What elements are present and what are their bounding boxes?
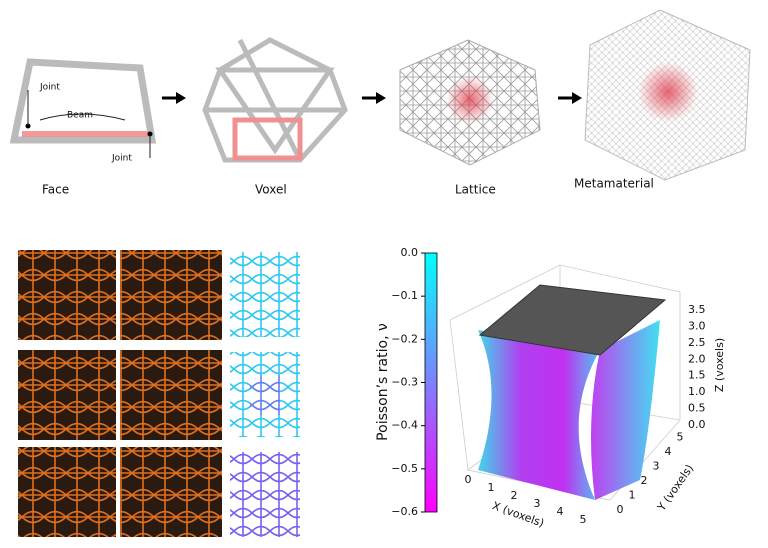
colorbar: [424, 252, 438, 513]
face-illustration: [9, 58, 157, 158]
deformed-cube: [478, 284, 667, 500]
x-tick-label: 1: [488, 481, 495, 494]
z-tick-label: 1.0: [688, 385, 706, 398]
y-axis-label: Y (voxels): [654, 462, 696, 514]
z-tick-label: 0.0: [688, 418, 706, 431]
z-tick-label: 3.5: [688, 303, 706, 316]
caption: Voxel: [255, 183, 287, 197]
x-tick-label: 3: [534, 497, 541, 510]
y-tick-label: 3: [653, 460, 660, 473]
label: Joint: [39, 83, 60, 93]
caption: Lattice: [455, 183, 496, 197]
experiment-images: [18, 250, 300, 537]
caption: Metamaterial: [574, 177, 654, 191]
x-tick-label: 2: [511, 489, 518, 502]
colorbar-tick-label: −0.3: [391, 376, 418, 389]
z-tick-label: 3.0: [688, 319, 706, 332]
colorbar-tick-label: −0.4: [391, 419, 418, 432]
voxel-illustration: [202, 37, 348, 163]
colorbar-tick-label: −0.2: [391, 332, 418, 345]
colorbar-tick-label: −0.5: [391, 462, 418, 475]
colorbar-label: Poisson’s ratio, ν: [375, 323, 391, 441]
colorbar-tick-label: −0.6: [391, 505, 418, 518]
y-tick-label: 5: [677, 431, 684, 444]
metamaterial-illustration: [584, 9, 751, 181]
y-tick-label: 2: [641, 474, 648, 487]
y-tick-label: 1: [629, 489, 636, 502]
caption: Face: [42, 183, 69, 197]
z-axis-label: Z (voxels): [713, 338, 726, 392]
x-tick-label: 4: [557, 505, 564, 518]
colorbar-tick-label: 0.0: [401, 246, 419, 259]
y-tick-label: 0: [617, 503, 624, 516]
arrows: [162, 92, 582, 104]
label: Joint: [111, 154, 132, 164]
z-tick-label: 2.0: [688, 352, 706, 365]
z-tick-label: 0.5: [688, 402, 706, 415]
z-tick-label: 1.5: [688, 369, 706, 382]
lattice-illustration: [399, 39, 541, 166]
label: Beam: [67, 111, 93, 121]
colorbar-tick-label: −0.1: [391, 289, 418, 302]
x-tick-label: 0: [465, 473, 472, 486]
z-tick-label: 2.5: [688, 336, 706, 349]
y-tick-label: 4: [665, 445, 672, 458]
x-tick-label: 5: [580, 513, 587, 526]
